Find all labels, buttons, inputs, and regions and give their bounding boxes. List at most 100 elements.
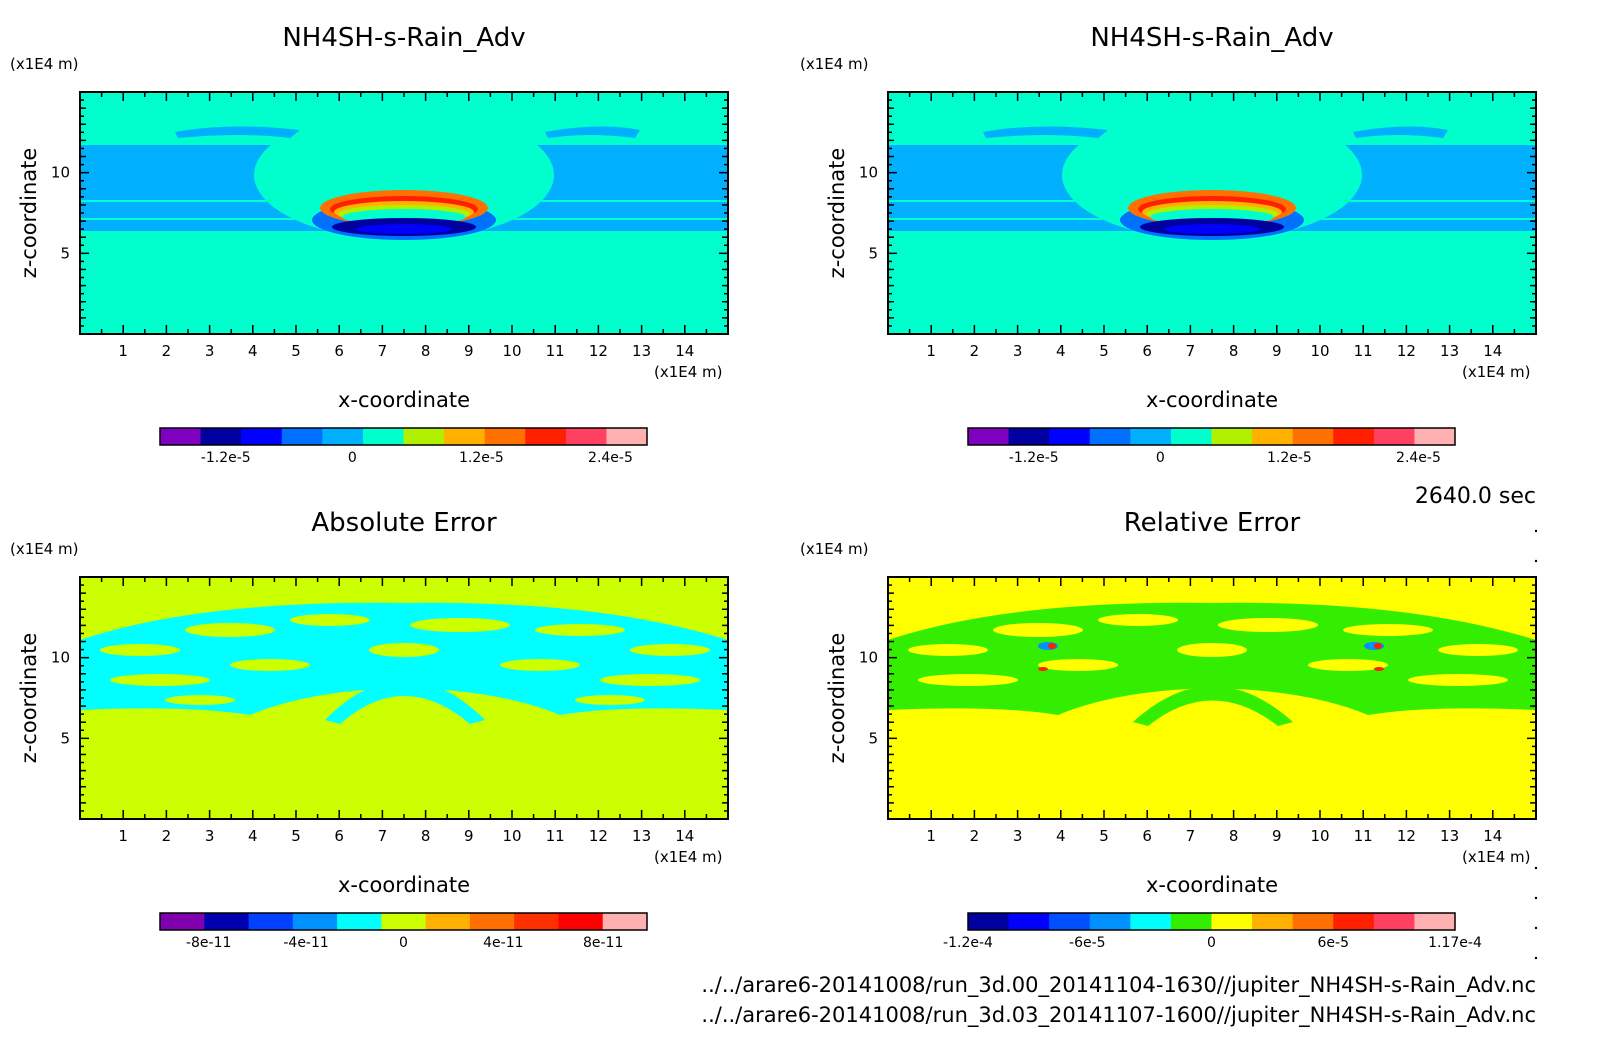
- x-tick-label: 13: [1440, 342, 1459, 360]
- margin-dots: [1534, 529, 1538, 960]
- colorbar-swatch: [425, 913, 471, 930]
- colorbar-label: -6e-5: [1069, 935, 1106, 951]
- colorbar: -1.2e-4 -6e-5 0 6e-5 1.17e-4: [943, 912, 1482, 951]
- x-axis-label: x-coordinate: [338, 388, 470, 412]
- speckle: [1343, 624, 1433, 636]
- x-tick-label: 3: [205, 342, 215, 360]
- speckle: [230, 659, 310, 671]
- upper-fringe: [545, 126, 640, 138]
- x-tick-label: 3: [205, 827, 215, 845]
- x-tick-label: 7: [378, 342, 388, 360]
- speckle: [165, 695, 235, 705]
- colorbar-swatch: [558, 913, 604, 930]
- x-tick-label: 1: [926, 342, 936, 360]
- speckle: [918, 674, 1018, 686]
- x-tick-label: 14: [675, 342, 694, 360]
- x-tick-label: 2: [970, 342, 980, 360]
- x-tick-label: 5: [1099, 342, 1109, 360]
- colorbar-swatch: [337, 913, 382, 930]
- cell-inner-blue: [356, 224, 452, 234]
- colorbar-swatch: [160, 913, 205, 930]
- colorbar-swatch: [1373, 913, 1415, 930]
- colorbar-swatch: [248, 913, 294, 930]
- colorbar-swatch: [160, 428, 202, 445]
- y-tick-label: 5: [60, 244, 70, 262]
- speckle: [1177, 643, 1247, 657]
- upper-fringe: [983, 126, 1108, 138]
- colorbar-swatch: [1414, 428, 1456, 445]
- colorbar-label: -1.2e-4: [943, 935, 993, 951]
- panel-title: Relative Error: [1124, 508, 1301, 538]
- panel-bottom-right: Relative Error (x1E4 m): [800, 508, 1537, 951]
- x-tick-label: 14: [1483, 342, 1502, 360]
- colorbar-label: -1.2e-5: [1009, 450, 1059, 466]
- colorbar-swatch: [602, 913, 648, 930]
- x-tick-label: 3: [1013, 342, 1023, 360]
- x-tick-label: 2: [162, 342, 172, 360]
- x-unit-label: (x1E4 m): [1462, 363, 1531, 381]
- x-tick-label: 1: [118, 827, 128, 845]
- speckle: [630, 644, 710, 656]
- speckle: [369, 643, 439, 657]
- x-tick-label: 7: [1186, 827, 1196, 845]
- speckle: [290, 614, 370, 626]
- dot: [1534, 956, 1538, 960]
- colorbar-label: 1.17e-4: [1428, 935, 1482, 951]
- y-unit-label: (x1E4 m): [10, 540, 79, 558]
- upper-fringe: [175, 126, 300, 138]
- error-arch: [325, 680, 485, 724]
- hotspot: [1038, 667, 1048, 671]
- x-ticks: 1 2 3 4 5 6 7 8 9 10 11 12 13 14: [908, 577, 1516, 845]
- x-ticks: 1 2 3 4 5 6 7 8 9 10 11 12 13 14: [908, 92, 1516, 360]
- colorbar-swatch: [322, 428, 364, 445]
- colorbar: -1.2e-5 0 1.2e-5 2.4e-5: [967, 427, 1456, 466]
- y-axis-label: z-coordinate: [17, 633, 41, 764]
- colorbar-frame: [967, 427, 1456, 446]
- y-tick-label: 10: [51, 649, 70, 667]
- colorbar-swatch: [469, 913, 515, 930]
- y-tick-label: 10: [859, 164, 878, 182]
- y-tick-label: 5: [868, 729, 878, 747]
- colorbar-swatch: [1170, 428, 1212, 445]
- x-tick-label: 9: [1272, 342, 1282, 360]
- colorbar-swatch: [514, 913, 559, 930]
- colorbar-swatch: [1130, 428, 1172, 445]
- speckle: [1098, 614, 1178, 626]
- dot: [1534, 896, 1538, 900]
- colorbar-label: 1.2e-5: [1267, 450, 1312, 466]
- colorbar-swatch: [1089, 913, 1131, 930]
- speckle: [100, 644, 180, 656]
- colorbar-swatch: [281, 428, 323, 445]
- x-tick-label: 5: [291, 342, 301, 360]
- x-tick-label: 11: [1354, 342, 1373, 360]
- colorbar-swatch: [1292, 913, 1334, 930]
- panel-title: NH4SH-s-Rain_Adv: [282, 23, 525, 53]
- speckle: [1308, 659, 1388, 671]
- colorbar-label: 6e-5: [1318, 935, 1349, 951]
- x-axis-label: x-coordinate: [1146, 388, 1278, 412]
- colorbar-swatch: [1373, 428, 1415, 445]
- x-unit-label: (x1E4 m): [654, 848, 723, 866]
- y-axis-label: z-coordinate: [17, 148, 41, 279]
- colorbar-swatch: [484, 428, 526, 445]
- x-tick-label: 11: [1354, 827, 1373, 845]
- y-ticks: 5 10: [51, 99, 728, 327]
- speckle: [535, 624, 625, 636]
- colorbar-swatch: [1252, 428, 1294, 445]
- x-tick-label: 12: [1397, 342, 1416, 360]
- x-tick-label: 8: [1229, 342, 1239, 360]
- y-unit-label: (x1E4 m): [800, 55, 869, 73]
- colorbar: -1.2e-5 0 1.2e-5 2.4e-5: [159, 427, 648, 466]
- colorbar-swatch: [1292, 428, 1334, 445]
- x-tick-label: 8: [1229, 827, 1239, 845]
- x-tick-label: 6: [1142, 342, 1152, 360]
- colorbar-swatch: [1414, 913, 1456, 930]
- footer-line-1: ../../arare6-20141008/run_3d.00_20141104…: [701, 973, 1536, 998]
- colorbar-label: 0: [399, 935, 408, 951]
- panel-top-left: NH4SH-s-Rain_Adv (x1E4 m) 1 2 3 4 5 6 7 8 9 10 11 1…: [10, 23, 729, 466]
- y-tick-label: 10: [859, 649, 878, 667]
- colorbar-label: 4e-11: [483, 935, 523, 951]
- colorbar-label: 1.2e-5: [459, 450, 504, 466]
- colorbar-frame: [159, 912, 648, 931]
- panel-title: NH4SH-s-Rain_Adv: [1090, 23, 1333, 53]
